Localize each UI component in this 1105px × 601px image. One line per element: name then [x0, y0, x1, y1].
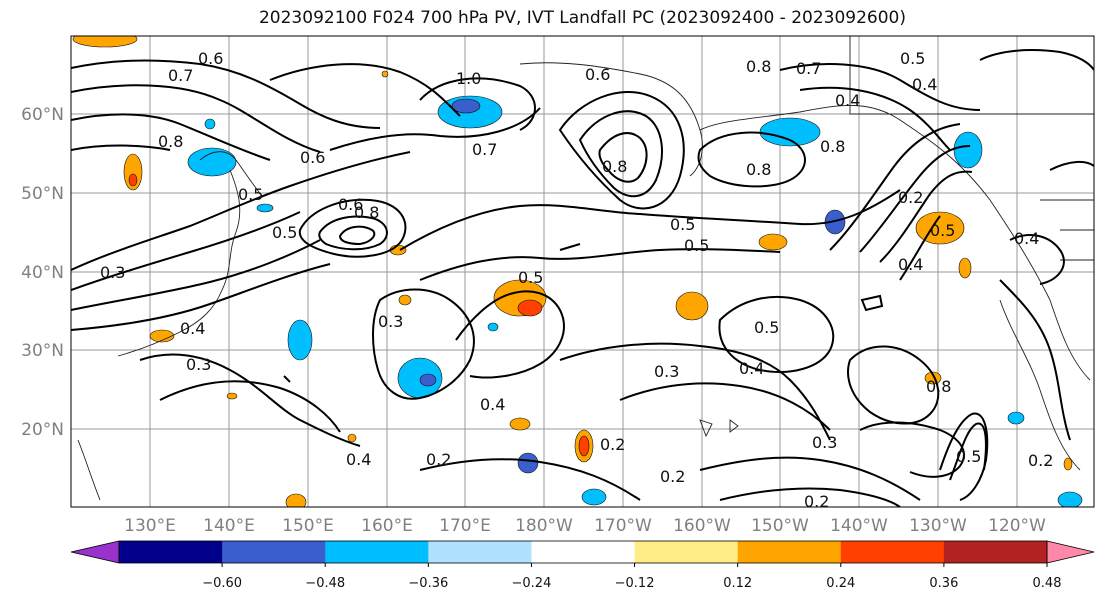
- colorbar: −0.60 −0.48 −0.36 −0.24 −0.12 0.12 0.24 0.36 0.4…: [70, 540, 1095, 591]
- contour-label: 0.4: [898, 255, 923, 274]
- lat-label-50n: 50°N: [21, 184, 64, 204]
- contour-label: 0.2: [898, 188, 923, 207]
- contour-label: 0.6: [338, 195, 363, 214]
- colorbar-tick-label: −0.36: [408, 576, 448, 591]
- colorbar-tick-label: −0.24: [512, 576, 552, 591]
- contour-label: 0.5: [238, 185, 263, 204]
- contour-label: 0.8: [820, 137, 845, 156]
- colorbar-tick-label: 0.12: [723, 576, 752, 591]
- pv-shading: [72, 36, 1083, 507]
- colorbar-tick-label: −0.12: [615, 576, 655, 591]
- colorbar-segment: [428, 541, 532, 563]
- contour-label: 0.8: [746, 57, 771, 76]
- lon-label: 170°E: [439, 516, 491, 536]
- contour-label: 0.5: [900, 49, 925, 68]
- colorbar-segment: [737, 541, 842, 563]
- contour-label: 0.4: [739, 359, 764, 378]
- contour-label: 0.4: [1014, 229, 1039, 248]
- lon-label: 160°W: [673, 516, 731, 536]
- contour-label: 0.8: [354, 203, 379, 222]
- lat-label-30n: 30°N: [21, 341, 64, 361]
- lon-label: 160°E: [361, 516, 413, 536]
- colorbar-frame: [118, 540, 1048, 564]
- map-title: 2023092100 F024 700 hPa PV, IVT Landfall…: [258, 8, 906, 28]
- colorbar-segment: [634, 541, 739, 563]
- lon-label: 130°W: [909, 516, 967, 536]
- contour-label: 0.7: [472, 140, 497, 159]
- colorbar-tick-label: 0.48: [1033, 576, 1062, 591]
- contour-label: 0.2: [660, 467, 685, 486]
- lon-label: 140°W: [830, 516, 888, 536]
- colorbar-tick-label: 0.24: [826, 576, 855, 591]
- colorbar-segment: [943, 541, 1048, 563]
- latitude-labels: 20°N 30°N 40°N 50°N 60°N: [21, 105, 64, 440]
- colorbar-tick-label: −0.48: [305, 576, 345, 591]
- contour-label: 0.5: [684, 236, 709, 255]
- contour-label: 0.2: [1028, 451, 1053, 470]
- lon-label: 150°E: [282, 516, 334, 536]
- colorbar-extend-min: [70, 540, 120, 564]
- contour-label: 0.3: [186, 355, 211, 374]
- lat-label-20n: 20°N: [21, 420, 64, 440]
- lon-label: 150°W: [751, 516, 809, 536]
- colorbar-segment: [840, 541, 945, 563]
- contour-label: 0.5: [956, 447, 981, 466]
- contour-label: 0.3: [100, 263, 125, 282]
- colorbar-segment: [119, 541, 223, 563]
- contour-label: 1.0: [456, 69, 481, 88]
- contour-label: 0.5: [754, 318, 779, 337]
- contour-label: 0.6: [198, 49, 223, 68]
- lon-label: 140°E: [203, 516, 255, 536]
- contour-label: 0.5: [518, 268, 543, 287]
- contour-label: 0.3: [378, 312, 403, 331]
- contour-labels: 0.6 0.7 0.8 1.0 0.7 0.6 0.5 0.8 0.7 0.5 …: [100, 49, 1053, 511]
- contour-label: 0.8: [602, 157, 627, 176]
- colorbar-segment: [325, 541, 429, 563]
- contour-label: 0.2: [600, 435, 625, 454]
- map-panel: [70, 35, 1095, 508]
- contour-label: 0.3: [812, 433, 837, 452]
- lat-label-40n: 40°N: [21, 263, 64, 283]
- colorbar-tick-label: 0.36: [929, 576, 958, 591]
- lat-label-60n: 60°N: [21, 105, 64, 125]
- contour-label: 0.8: [926, 377, 951, 396]
- contour-label: 0.4: [346, 450, 371, 469]
- colorbar-tick-label: −0.60: [202, 576, 242, 591]
- contour-label: 0.4: [912, 75, 937, 94]
- colorbar-segment: [531, 541, 636, 563]
- contour-label: 0.2: [804, 492, 829, 511]
- contour-label: 0.3: [654, 362, 679, 381]
- contour-label: 0.4: [835, 91, 860, 110]
- contour-label: 0.8: [158, 132, 183, 151]
- pv-contours: [71, 49, 1094, 507]
- colorbar-segment: [222, 541, 326, 563]
- contour-label: 0.5: [670, 215, 695, 234]
- contour-label: 0.7: [168, 66, 193, 85]
- colorbar-extend-max: [1046, 540, 1095, 564]
- lon-label: 120°W: [988, 516, 1046, 536]
- contour-label: 0.6: [300, 148, 325, 167]
- lon-label: 180°W: [515, 516, 573, 536]
- contour-label: 0.5: [272, 223, 297, 242]
- contour-label: 0.6: [585, 65, 610, 84]
- contour-label: 0.4: [480, 395, 505, 414]
- contour-label: 0.7: [796, 59, 821, 78]
- lon-label: 130°E: [124, 516, 176, 536]
- contour-label: 0.4: [180, 319, 205, 338]
- lon-label: 170°W: [594, 516, 652, 536]
- contour-label: 0.8: [746, 160, 771, 179]
- contour-label: 0.5: [930, 221, 955, 240]
- contour-label: 0.2: [426, 450, 451, 469]
- longitude-labels: 130°E 140°E 150°E 160°E 170°E 180°W 170°…: [124, 516, 1046, 536]
- coastlines: [77, 36, 1094, 501]
